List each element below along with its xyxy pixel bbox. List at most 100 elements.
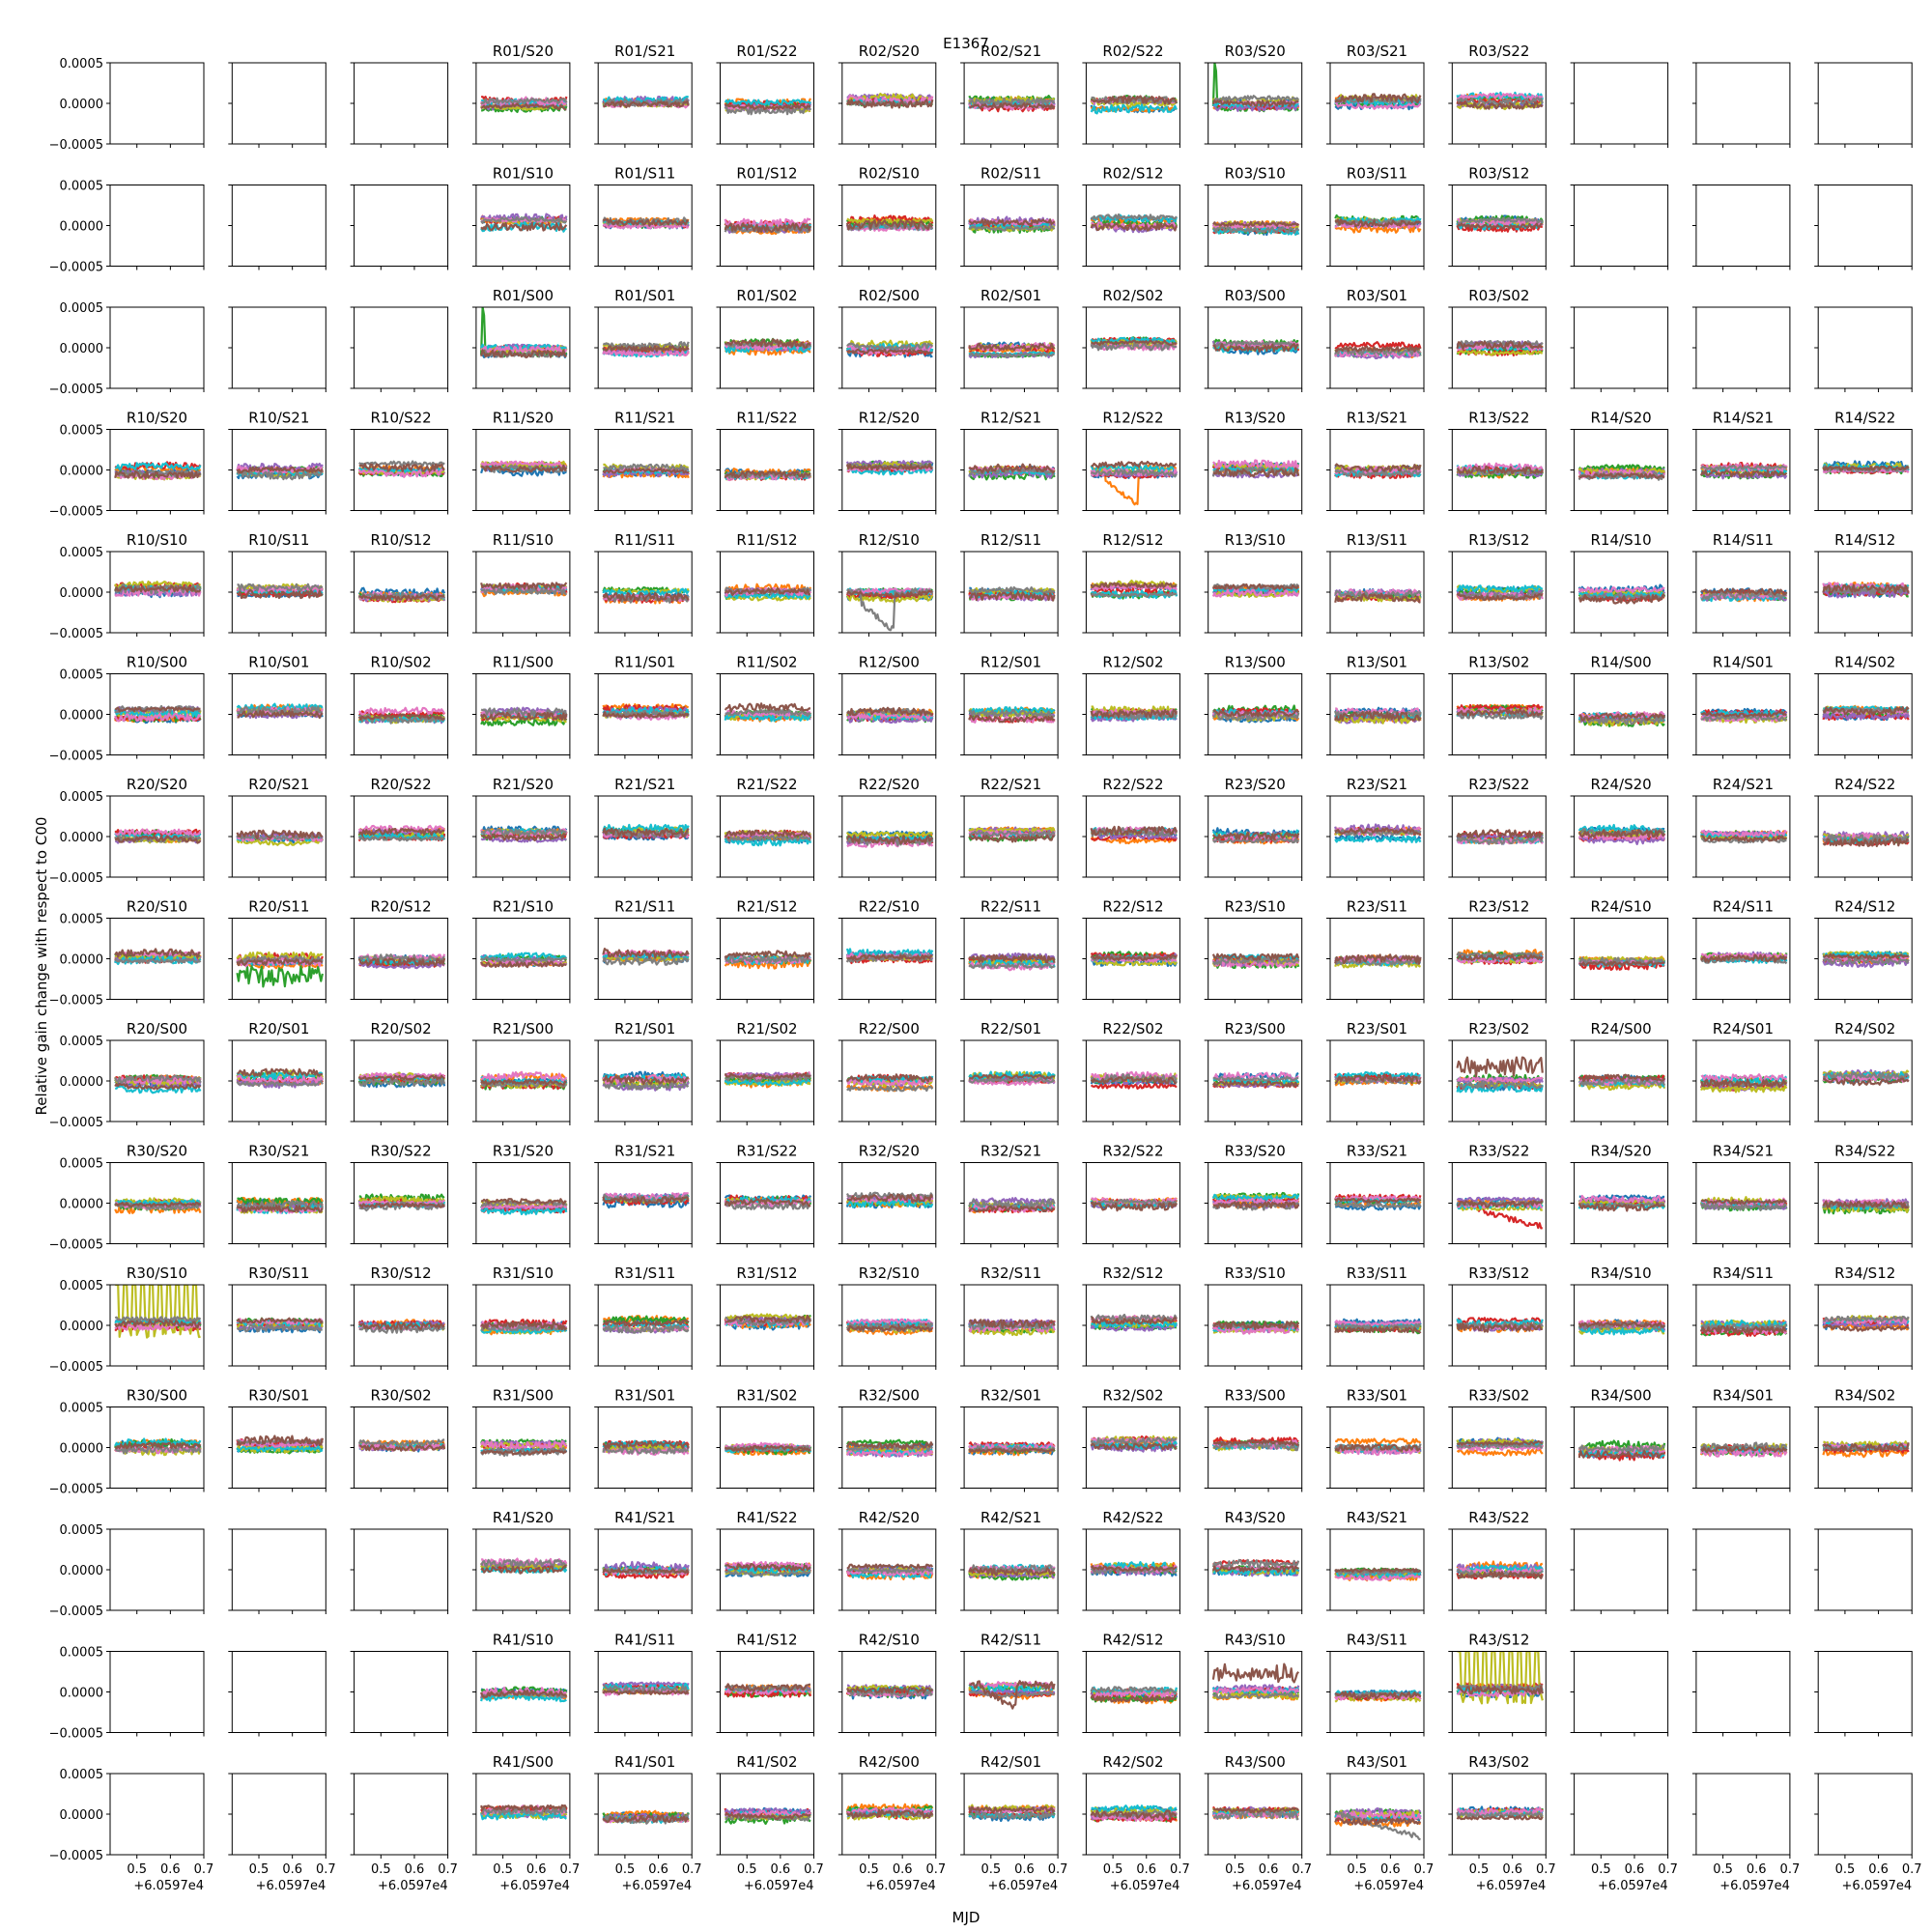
data-series-line [724,835,811,842]
data-series-line [1334,1690,1422,1700]
panel-series-group [1700,1441,1788,1458]
data-series-line [724,708,811,718]
data-series-line [236,705,323,717]
data-series-line [236,838,324,846]
data-series-line [1090,825,1178,837]
data-series-line [358,962,445,970]
panel-title: R11/S22 [736,410,797,427]
data-series-line [480,1439,568,1450]
y-tick-label: 0.0000 [60,98,104,112]
panel-series-group [1700,462,1788,480]
panel-series-group [845,92,934,109]
y-tick-label: 0.0005 [60,790,104,805]
data-series-line [1211,1558,1300,1569]
panel: R32/S20 [838,1143,937,1248]
panel-series-group [357,1438,446,1453]
panel-title: R13/S00 [1225,654,1286,671]
data-series-line [1211,1662,1300,1684]
panel-series-group [1090,1313,1178,1332]
panel-series-group [1456,829,1544,845]
panel: R33/S02 [1448,1387,1547,1492]
panel: R13/S01 [1326,654,1425,759]
panel-title: R14/S02 [1834,654,1895,671]
y-tick-label: 0.0000 [60,831,104,845]
data-series-line [724,1570,811,1577]
data-series-line [1211,831,1300,841]
panel-series-group [236,1435,324,1455]
panel: R21/S02 [716,1020,814,1125]
panel-title: R01/S02 [736,287,797,304]
panel: 0.5 0.6 0.7 +6.0597e4 [1691,1773,1800,1893]
data-series-line [1090,1198,1178,1207]
data-series-line [1211,1686,1300,1694]
panel-series-group [724,829,812,847]
panel: R10/S12 [350,531,449,637]
data-series-line [480,1806,568,1816]
data-series-line [968,1322,1056,1333]
panel: R02/S00 [838,287,937,392]
panel: R14/S22 [1814,410,1913,515]
panel-series-group [1090,825,1178,845]
x-tick-label: 0.6 [160,1862,181,1877]
data-series-line [1211,467,1299,477]
data-series-line [1212,95,1300,102]
panel: R14/S11 [1691,531,1791,637]
x-tick-label: 0.5 [1225,1862,1245,1877]
x-tick-label: 0.7 [925,1862,946,1877]
data-series-line [1578,472,1665,479]
panel-series-group [1211,1320,1300,1335]
panel-series-group [602,1070,690,1092]
panel-title: R33/S02 [1468,1387,1529,1405]
data-series-line [1212,459,1300,469]
panel-series-group [1456,462,1544,479]
panel-series-group [480,1557,568,1575]
data-series-line [1457,462,1544,472]
panel-series-group [1822,1198,1910,1215]
panel-series-group [724,98,812,116]
y-tick-label: 0.0005 [60,668,104,683]
x-tick-label: 0.5 [371,1862,391,1877]
panel-title: R41/S12 [736,1632,797,1649]
panel: R41/S12 [716,1632,814,1737]
data-series-line [480,583,568,594]
x-offset-label: +6.0597e4 [1232,1879,1302,1893]
panel-title: R32/S02 [1102,1387,1163,1405]
panel-series-group [1211,582,1300,598]
x-offset-label: +6.0597e4 [1476,1879,1547,1893]
panel-series-group [357,460,446,478]
data-series-line [1577,593,1665,605]
panel-title: R10/S10 [127,531,187,549]
panel-series-group [1211,1191,1300,1211]
panel-title: R30/S01 [248,1387,309,1405]
data-series-line [236,829,324,840]
panel-series-group [1456,339,1544,357]
data-series-line [480,460,567,469]
panel-title: R10/S02 [371,654,432,671]
data-series-line [846,715,934,724]
data-series-line [1091,834,1178,842]
data-series-line [1334,1569,1422,1576]
y-tick-label: −0.0005 [49,505,103,520]
data-series-line [602,1320,690,1327]
data-series-line [968,218,1056,227]
panel-series-group [1090,1435,1178,1453]
data-series-line [114,1201,202,1208]
panel-series-group [602,216,690,230]
data-series-line [1212,340,1299,348]
panel-series-group [1822,704,1910,722]
data-series-line [1457,1570,1544,1579]
panel-title: R13/S12 [1468,531,1529,549]
panel-title: R02/S00 [859,287,920,304]
data-series-line [846,953,933,961]
data-series-line [480,1204,567,1210]
panel: R13/S22 [1448,410,1547,515]
panel-title: R21/S02 [736,1020,797,1037]
data-series-line [1090,1561,1178,1573]
panel-series-group [1211,1071,1300,1089]
panel-series-group [1334,1193,1422,1211]
panel: R42/S11 [960,1632,1059,1737]
data-series-line [1091,469,1178,478]
y-tick-label: −0.0005 [49,1605,103,1619]
panel-series-group [236,702,324,720]
panel-title: R31/S12 [736,1264,797,1282]
